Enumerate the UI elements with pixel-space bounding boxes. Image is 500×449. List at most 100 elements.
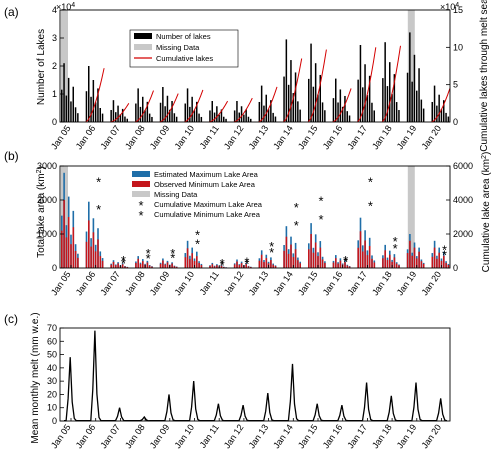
min-lake-area-bar [159, 263, 162, 268]
lake-count-bar [142, 96, 144, 122]
xtick-label-c: Jan 09 [148, 422, 172, 449]
cumulative-min-marker: * [146, 251, 151, 266]
cumulative-max-marker: * [121, 253, 126, 268]
lake-count-bar [287, 84, 290, 122]
panel-a-exponent-right-base: ×10 [440, 2, 455, 12]
legend-swatch-b [132, 191, 150, 197]
xtick-label-b: Jan 12 [222, 269, 246, 297]
lake-count-bar [420, 99, 423, 122]
min-lake-area-bar [97, 239, 99, 268]
ytick-label-b: 3000 [37, 161, 57, 171]
lake-count-bar [406, 72, 409, 122]
lake-count-bar [148, 113, 151, 122]
lake-count-bar [317, 94, 319, 122]
lake-count-bar [438, 94, 440, 122]
min-lake-area-bar [260, 254, 263, 268]
cumulative-max-marker: * [220, 256, 225, 271]
lake-count-bar [346, 111, 348, 122]
lake-count-bar [135, 103, 137, 122]
lake-count-bar [243, 114, 245, 122]
lake-count-bar [92, 80, 95, 122]
lake-count-bar [308, 78, 310, 122]
panel-b-ylabel-right-sup: 2 [481, 155, 488, 159]
ytick-label-c: 0 [52, 416, 57, 426]
min-lake-area-bar [94, 251, 97, 268]
min-lake-area-bar [85, 241, 88, 268]
lake-count-bar [159, 102, 162, 122]
legend-swatch-a [134, 44, 152, 50]
min-lake-area-bar [148, 265, 151, 268]
legend-a: Number of lakes Missing Data Cumulative la… [129, 29, 239, 68]
lake-count-bar [144, 110, 146, 122]
lake-count-bar [395, 102, 398, 122]
cumulative-lakes-line [209, 100, 229, 123]
lake-count-bar [126, 118, 128, 122]
cumulative-min-marker: * [220, 258, 225, 273]
min-lake-area-bar [389, 254, 391, 268]
min-lake-area-bar [290, 244, 292, 268]
min-lake-area-bar [63, 200, 65, 268]
panel-c-ylabel: Mean monthly melt (mm w.e.) [30, 312, 41, 443]
min-lake-area-bar [110, 264, 112, 268]
lake-count-bar [115, 112, 117, 122]
lake-count-bar [344, 95, 346, 122]
panel-label-b: (b) [4, 149, 19, 163]
lake-count-bar [310, 43, 312, 122]
legend-label-b: Estimated Maximum Lake Area [154, 170, 259, 179]
min-lake-area-bar [319, 247, 322, 268]
xtick-label-b: Jan 10 [172, 269, 196, 297]
lake-count-bar [112, 100, 115, 122]
ytick-label-c: 70 [47, 323, 57, 333]
min-lake-area-bar [287, 253, 290, 268]
min-lake-area-bar [332, 262, 335, 268]
lake-count-bar [386, 86, 389, 122]
min-lake-area-bar [339, 260, 342, 268]
min-lake-area-bar [220, 265, 223, 268]
min-lake-area-bar [189, 259, 191, 268]
axes-frame-b [59, 165, 451, 269]
lake-count-bar [139, 106, 142, 122]
lake-count-bar [121, 108, 124, 122]
min-lake-area-bar [272, 264, 274, 268]
lake-count-bar [61, 89, 63, 122]
cumulative-min-marker: * [368, 198, 373, 213]
lake-count-bar [88, 66, 90, 122]
cumulative-max-marker: * [294, 200, 299, 215]
min-lake-area-bar [346, 265, 349, 268]
lake-count-bar [72, 86, 74, 122]
cumulative-lakes-line [332, 88, 352, 123]
cumulative-min-marker: * [318, 212, 323, 227]
lake-count-bar [171, 101, 173, 122]
min-lake-area-bar [447, 264, 450, 268]
legend-label-a: Cumulative lakes [156, 54, 213, 63]
lake-count-bar [433, 85, 436, 122]
xtick-label-b: Jan 08 [123, 269, 147, 297]
ytick-right-label-b: 0 [453, 263, 458, 273]
panel-a-exponent-left: ×104 [56, 2, 75, 12]
min-lake-area-bar [310, 234, 312, 268]
min-lake-area-bar [236, 261, 238, 268]
cumulative-max-marker: * [442, 243, 447, 258]
panel-a-ylabel: Number of Lakes [36, 29, 47, 105]
lake-count-bar [440, 109, 443, 122]
lake-count-bar [193, 110, 196, 122]
min-lake-area-bar [245, 264, 247, 268]
legend-label-a: Number of lakes [156, 32, 211, 41]
min-lake-area-bar [317, 256, 319, 268]
lake-count-bar [332, 98, 335, 122]
lake-count-bar [299, 109, 301, 122]
missing-data-band-a [407, 10, 415, 122]
min-lake-area-bar [406, 253, 409, 268]
lake-count-bar [173, 113, 176, 122]
lake-count-bar [164, 106, 166, 122]
melt-line [64, 330, 448, 422]
cumulative-min-marker: * [294, 218, 299, 233]
min-lake-area-bar [175, 266, 178, 268]
panel-b-ylabel-right-text: Cumulative lake area (km [481, 159, 492, 272]
axes-frame-a [59, 9, 451, 123]
xtick-label-b: Jan 17 [345, 269, 369, 297]
cumulative-lakes-line [159, 93, 179, 123]
lake-count-bar [196, 101, 198, 122]
min-lake-area-bar [126, 267, 129, 268]
